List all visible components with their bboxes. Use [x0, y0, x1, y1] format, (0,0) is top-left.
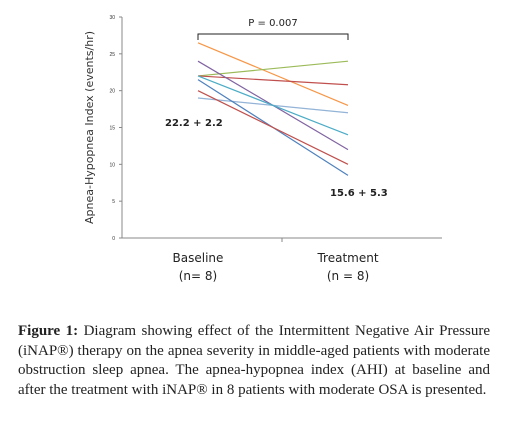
treatment-mean-label: 15.6 + 5.3: [330, 188, 388, 199]
x-category-label: Baseline: [173, 251, 224, 265]
series-line-3: [197, 75, 349, 86]
x-category-label: Treatment: [316, 251, 378, 265]
baseline-mean-label: 22.2 + 2.2: [165, 118, 223, 129]
caption-text: Diagram showing effect of the Intermitte…: [18, 323, 491, 398]
series-line-2: [197, 60, 349, 77]
apnea-line-chart: 0 5 10 15 20 25 30 Apnea-Hypopnea Index (events…: [83, 15, 442, 283]
axes: 0 5 10 15 20 25 30 Apnea-Hypopnea Index (events…: [83, 15, 442, 283]
y-tick-label: 0: [112, 236, 115, 242]
y-tick-label: 10: [109, 162, 115, 168]
x-category-sublabel: (n= 8): [179, 269, 217, 283]
p-value-bracket: [197, 33, 349, 40]
caption-label: Figure 1:: [18, 323, 79, 339]
x-category-sublabel: (n = 8): [327, 269, 369, 283]
series-line-1: [197, 42, 349, 106]
y-tick-label: 25: [109, 52, 115, 58]
series-line-8: [197, 90, 349, 165]
y-tick-label: 30: [109, 15, 115, 21]
p-value-label: P = 0.007: [248, 18, 297, 29]
series-line-6: [197, 75, 349, 136]
y-axis-label: Apnea-Hypopnea Index (events/hr): [83, 31, 96, 224]
y-tick-label: 20: [109, 89, 115, 95]
series-lines: [197, 42, 349, 176]
y-tick-label: 15: [109, 126, 115, 132]
y-tick-label: 5: [112, 199, 115, 205]
annotations: P = 0.007 22.2 + 2.2 15.6 + 5.3: [165, 18, 388, 199]
figure-caption: Figure 1: Diagram showing effect of the …: [18, 322, 490, 400]
